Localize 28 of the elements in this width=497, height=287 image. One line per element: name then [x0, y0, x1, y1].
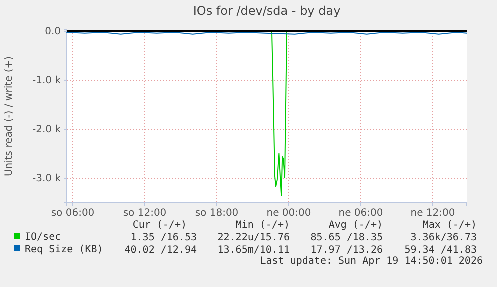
- text: 13.65m/10.11: [218, 245, 290, 256]
- text: 17.97 /13.26: [310, 245, 383, 256]
- text: Max (-/+): [422, 220, 477, 231]
- legend-label: IO/sec: [25, 232, 62, 243]
- legend-label: Req Size (KB): [25, 244, 104, 256]
- x-tick-label: so 12:00: [123, 208, 167, 220]
- text: Min (-/+): [236, 220, 290, 231]
- line-series: [272, 32, 288, 196]
- text: 3.36k/36.73: [410, 232, 477, 244]
- x-tick-label: so 18:00: [195, 208, 239, 220]
- y-tick-label: -2.0 k: [32, 124, 62, 136]
- x-tick-label: ne 12:00: [410, 208, 456, 220]
- y-tick-label: 0.0: [45, 26, 61, 38]
- text: 1.35 /16.53: [130, 232, 197, 244]
- y-tick-label: -1.0 k: [32, 76, 62, 87]
- text: 59.34 /41.83: [404, 245, 477, 256]
- text: Last update: Sun Apr 19 14:50:01 2026: [260, 256, 483, 267]
- x-tick-label: ne 00:00: [266, 208, 312, 220]
- x-tick-label: ne 06:00: [338, 208, 384, 220]
- text: 22.22u/15.76: [218, 232, 290, 244]
- text: Avg (-/+): [328, 220, 383, 231]
- chart-title: IOs for /dev/sda - by day: [193, 4, 341, 18]
- text: 85.65 /18.35: [310, 232, 383, 244]
- y-axis-title: Units read (-) / write (+): [4, 56, 15, 177]
- text: 40.02 /12.94: [124, 245, 197, 256]
- y-tick-label: -3.0 k: [32, 174, 62, 185]
- x-tick-label: so 06:00: [51, 208, 95, 220]
- text: Cur (-/+): [132, 220, 187, 231]
